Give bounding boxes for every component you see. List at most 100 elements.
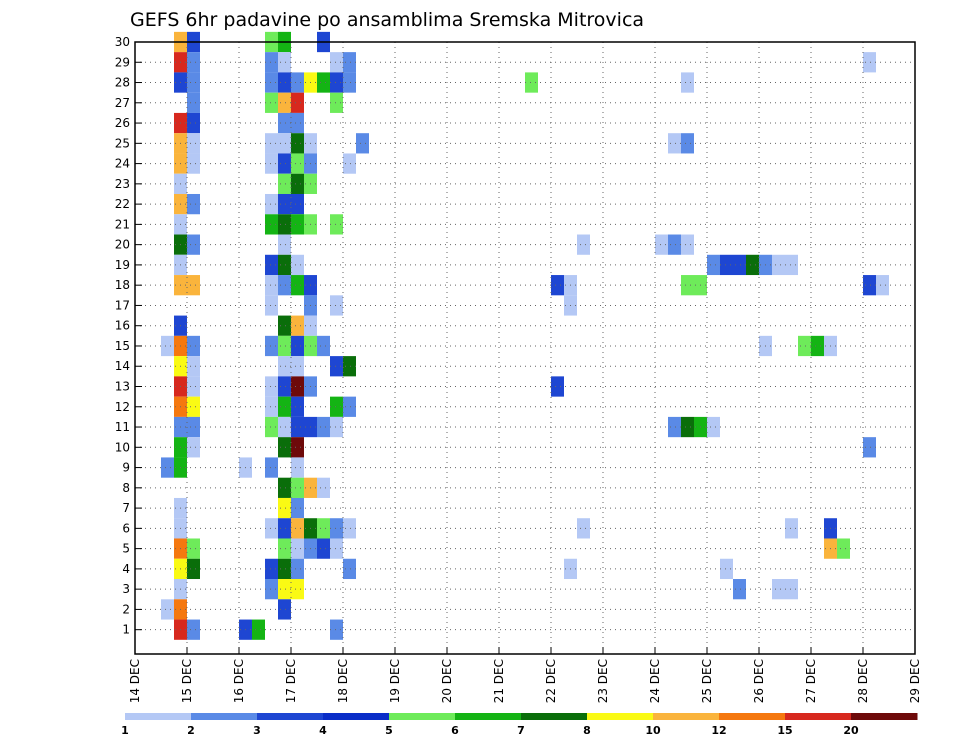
data-cell [681, 234, 694, 255]
colorbar-swatch [719, 713, 786, 720]
y-tick-label: 8 [122, 481, 130, 495]
x-tick-label: 25 DEC [700, 659, 714, 703]
data-cell [551, 275, 564, 296]
data-cell [863, 437, 876, 458]
data-cell [291, 153, 304, 174]
data-cell [187, 112, 200, 134]
data-cell [785, 518, 798, 539]
data-cell [291, 315, 304, 336]
data-cell [291, 477, 304, 498]
data-cell [681, 133, 694, 154]
colorbar-label: 8 [583, 724, 591, 737]
colorbar-label: 2 [187, 724, 195, 737]
data-cell [187, 92, 200, 113]
data-cell [187, 153, 200, 174]
y-tick-label: 5 [122, 542, 130, 556]
colorbar-label: 6 [451, 724, 459, 737]
data-cell [343, 356, 356, 377]
data-cell [278, 538, 291, 559]
data-cell [187, 234, 200, 255]
data-cell [265, 92, 278, 113]
data-cell [291, 335, 304, 357]
data-cell [343, 518, 356, 539]
data-cell [317, 518, 330, 539]
data-cell [798, 335, 811, 357]
colorbar-label: 4 [319, 724, 327, 737]
colorbar: 1 2 3 4 5 6 7 8 10 12 15 20 [121, 713, 918, 737]
data-cell [265, 295, 278, 316]
data-cell [278, 437, 291, 458]
data-cell [187, 133, 200, 154]
x-tick-label: 28 DEC [856, 659, 870, 703]
data-cell [278, 254, 291, 276]
data-cell [720, 558, 733, 580]
y-tick-label: 24 [115, 157, 130, 171]
data-cell [317, 538, 330, 559]
data-cell [187, 52, 200, 73]
colorbar-label: 3 [253, 724, 261, 737]
data-cell [265, 396, 278, 417]
data-cell [187, 72, 200, 93]
colorbar-swatch [257, 713, 324, 720]
y-tick-label: 15 [115, 339, 130, 353]
y-tick-label: 9 [122, 461, 130, 475]
data-cell [265, 275, 278, 296]
data-cell [733, 254, 746, 276]
data-cell [291, 457, 304, 478]
data-cell [265, 335, 278, 357]
data-cell [161, 457, 174, 478]
data-cell [707, 416, 720, 438]
data-cell [187, 619, 200, 640]
y-tick-label: 17 [115, 298, 130, 312]
data-cell [330, 72, 343, 93]
data-cell [291, 275, 304, 296]
data-cell [863, 275, 876, 296]
y-tick-label: 13 [115, 380, 130, 394]
data-cell [278, 558, 291, 580]
data-cell [265, 52, 278, 73]
y-tick-label: 2 [122, 602, 130, 616]
data-cell [577, 234, 590, 255]
data-cell [343, 72, 356, 93]
data-cell [707, 254, 720, 276]
y-tick-label: 10 [115, 440, 130, 454]
plot-frame [134, 41, 916, 655]
y-tick-label: 14 [115, 359, 130, 373]
data-cell [265, 153, 278, 174]
data-cell [291, 92, 304, 113]
data-cell [161, 335, 174, 357]
x-tick-label: 21 DEC [492, 659, 506, 703]
data-cell [785, 254, 798, 276]
y-tick-label: 6 [122, 521, 130, 535]
data-cell [343, 396, 356, 417]
data-cell [278, 112, 291, 134]
colorbar-swatch [587, 713, 654, 720]
data-cell [720, 254, 733, 276]
data-cell [291, 254, 304, 276]
data-cell [265, 376, 278, 397]
data-cell [278, 599, 291, 620]
y-tick-label: 4 [122, 562, 130, 576]
colorbar-label: 10 [645, 724, 661, 737]
data-cell [278, 92, 291, 113]
x-tick-label: 27 DEC [804, 659, 818, 703]
data-cell [668, 416, 681, 438]
colorbar-swatch [785, 713, 852, 720]
data-cell [876, 275, 889, 296]
x-tick-label: 29 DEC [908, 659, 922, 703]
data-cell [265, 416, 278, 438]
y-tick-label: 30 [115, 35, 130, 49]
y-tick-label: 7 [122, 501, 130, 515]
data-cell [187, 558, 200, 580]
data-cell [330, 214, 343, 235]
data-cell [330, 416, 343, 438]
data-cell [668, 234, 681, 255]
colorbar-swatch [125, 713, 192, 720]
data-cell [278, 193, 291, 215]
data-cell [733, 579, 746, 600]
data-cell [291, 538, 304, 559]
data-cell [343, 52, 356, 73]
y-tick-label: 12 [115, 400, 130, 414]
y-tick-label: 26 [115, 116, 130, 130]
